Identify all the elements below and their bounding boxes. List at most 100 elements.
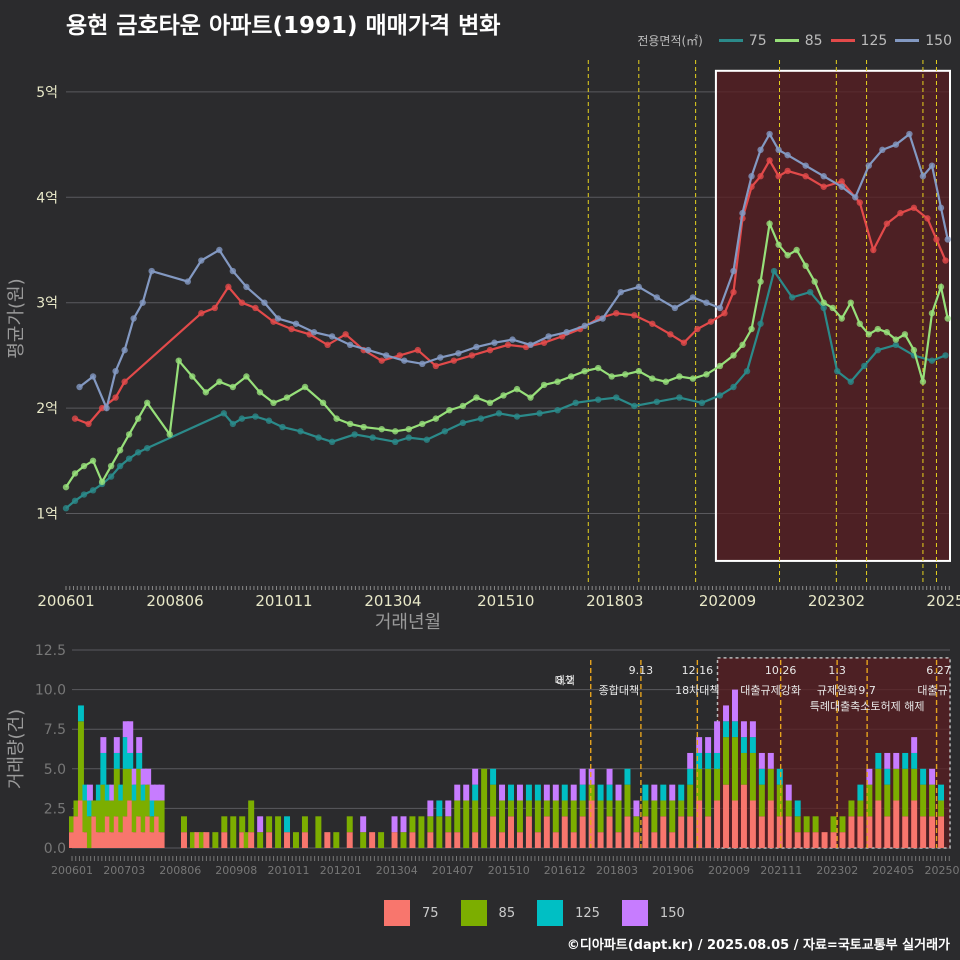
point-75 bbox=[595, 396, 602, 403]
point-75 bbox=[653, 398, 661, 405]
legend-bar-150[interactable]: 150 bbox=[621, 900, 685, 926]
bar-150 bbox=[100, 737, 107, 753]
bar-75 bbox=[687, 816, 694, 848]
bar-85 bbox=[378, 832, 385, 848]
point-85 bbox=[378, 425, 385, 433]
bar-150 bbox=[499, 784, 506, 801]
legend-bar-125[interactable]: 125 bbox=[537, 900, 600, 926]
point-85 bbox=[662, 378, 670, 385]
bar-150 bbox=[651, 784, 658, 801]
policy-label: 종합대책 bbox=[599, 684, 639, 697]
point-125 bbox=[324, 341, 331, 349]
policy-date: 1.3 bbox=[828, 664, 846, 677]
point-75 bbox=[297, 428, 304, 435]
point-125 bbox=[71, 415, 79, 422]
volume-chart: 0.0 2.5 5.0 7.5 10.0 12.5 8.2대책 9.13 종합대책 12.16 18… bbox=[6, 643, 960, 877]
bar-75 bbox=[857, 816, 864, 848]
point-125 bbox=[667, 331, 674, 338]
bar-125 bbox=[911, 752, 918, 769]
bar-125 bbox=[642, 784, 649, 801]
bar-75 bbox=[920, 816, 927, 848]
bar-85 bbox=[73, 800, 80, 817]
point-150 bbox=[879, 146, 886, 154]
bar-85 bbox=[696, 768, 703, 801]
bar-75 bbox=[597, 832, 604, 848]
point-150 bbox=[730, 267, 737, 275]
legend-item-150[interactable]: 150 bbox=[895, 33, 952, 49]
bar-85 bbox=[292, 832, 299, 848]
bar-85 bbox=[669, 800, 676, 833]
point-125 bbox=[757, 173, 764, 180]
bar-75 bbox=[848, 816, 855, 848]
bar-75 bbox=[938, 816, 945, 848]
bar-125 bbox=[705, 752, 712, 769]
bar-125 bbox=[857, 784, 864, 801]
bar-75 bbox=[705, 816, 712, 848]
bar-75 bbox=[122, 816, 129, 848]
vol-y-tick-label: 5.0 bbox=[44, 762, 66, 778]
point-125 bbox=[883, 220, 891, 227]
point-75 bbox=[942, 352, 949, 359]
x-tick-label: 2025 bbox=[926, 592, 960, 610]
bar-85 bbox=[91, 800, 98, 817]
bar-75 bbox=[696, 800, 703, 848]
bar-75 bbox=[445, 832, 452, 848]
point-150 bbox=[739, 209, 746, 217]
bar-150 bbox=[154, 784, 161, 801]
bar-75 bbox=[181, 832, 187, 848]
point-85 bbox=[243, 373, 250, 380]
bar-75 bbox=[830, 832, 837, 848]
bar-75 bbox=[767, 800, 774, 848]
legend-item-75[interactable]: 75 bbox=[718, 33, 767, 49]
bar-85 bbox=[136, 768, 143, 817]
bar-75 bbox=[893, 800, 900, 848]
vol-y-tick-label: 7.5 bbox=[44, 722, 66, 738]
point-150 bbox=[545, 333, 552, 340]
point-150 bbox=[928, 162, 936, 169]
point-125 bbox=[414, 346, 421, 354]
bar-85 bbox=[86, 816, 93, 848]
point-125 bbox=[870, 246, 877, 254]
vol-x-tick-label: 202508 bbox=[925, 864, 960, 877]
bar-85 bbox=[77, 721, 84, 801]
chart-title: 용현 금호타운 아파트(1991) 매매가격 변화 bbox=[66, 13, 501, 39]
point-75 bbox=[730, 383, 737, 391]
point-125 bbox=[112, 394, 119, 401]
point-125 bbox=[649, 320, 656, 327]
point-85 bbox=[635, 368, 642, 375]
bar-85 bbox=[615, 800, 622, 833]
bar-150 bbox=[696, 737, 703, 753]
bar-75 bbox=[714, 800, 721, 848]
vol-x-tick-label: 202405 bbox=[872, 864, 914, 877]
bar-75 bbox=[369, 832, 376, 848]
point-125 bbox=[680, 339, 688, 346]
legend-item-125[interactable]: 125 bbox=[830, 33, 887, 49]
point-85 bbox=[757, 278, 764, 285]
point-150 bbox=[852, 194, 859, 201]
bar-85 bbox=[69, 816, 75, 833]
bar-85 bbox=[938, 800, 945, 817]
x-tick-label: 200806 bbox=[146, 592, 203, 610]
bar-85 bbox=[445, 816, 452, 833]
point-85 bbox=[567, 373, 575, 380]
point-125 bbox=[504, 341, 512, 349]
bar-150 bbox=[579, 768, 586, 785]
y-tick-label: 5억 bbox=[36, 85, 58, 101]
legend-bar-75[interactable]: 75 bbox=[384, 900, 439, 926]
bar-85 bbox=[705, 768, 712, 817]
y-tick-label: 3억 bbox=[36, 296, 58, 312]
point-85 bbox=[595, 364, 602, 372]
point-150 bbox=[689, 294, 697, 301]
bar-85 bbox=[436, 816, 443, 848]
bar-85 bbox=[633, 816, 640, 833]
point-150 bbox=[581, 322, 588, 330]
bar-85 bbox=[731, 737, 738, 801]
legend-bar-85[interactable]: 85 bbox=[460, 900, 515, 926]
bar-75 bbox=[100, 832, 107, 848]
point-125 bbox=[910, 204, 918, 212]
bar-75 bbox=[118, 832, 125, 848]
point-125 bbox=[98, 404, 106, 412]
legend-item-85[interactable]: 85 bbox=[774, 33, 823, 49]
legend-line-150 bbox=[895, 39, 920, 42]
